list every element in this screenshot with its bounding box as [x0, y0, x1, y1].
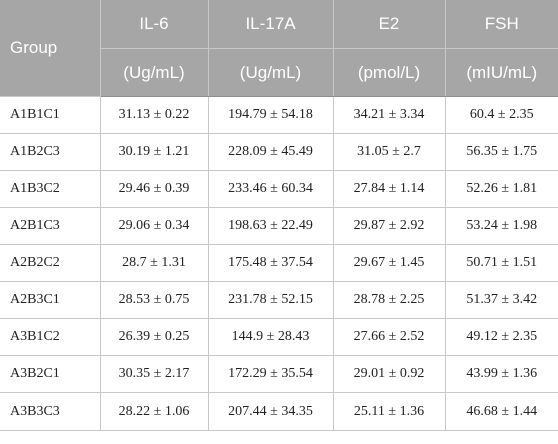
cell-il17a: 194.79 ± 54.18: [207, 96, 334, 134]
unit-il6: (Ug/mL): [100, 48, 209, 97]
cell-il6: 30.19 ± 1.21: [99, 133, 209, 171]
table-row: A1B2C3 30.19 ± 1.21 228.09 ± 45.49 31.05…: [0, 133, 558, 171]
cell-group: A1B3C2: [0, 170, 101, 208]
cell-il6: 26.39 ± 0.25: [99, 318, 209, 356]
data-table: Group IL-6 IL-17A E2 FSH (Ug/mL) (Ug/mL)…: [0, 0, 558, 431]
cell-il6: 28.22 ± 1.06: [99, 392, 209, 431]
cell-fsh: 51.37 ± 3.42: [444, 281, 558, 319]
cell-e2: 27.84 ± 1.14: [332, 170, 446, 208]
cell-e2: 29.01 ± 0.92: [332, 355, 446, 393]
table-row: A3B2C1 30.35 ± 2.17 172.29 ± 35.54 29.01…: [0, 355, 558, 393]
table-header: Group IL-6 IL-17A E2 FSH (Ug/mL) (Ug/mL)…: [0, 0, 558, 97]
unit-e2: (pmol/L): [332, 48, 446, 97]
table-body: A1B1C1 31.13 ± 0.22 194.79 ± 54.18 34.21…: [0, 96, 558, 431]
unit-il17a: (Ug/mL): [207, 48, 334, 97]
cell-il6: 29.06 ± 0.34: [99, 207, 209, 245]
cell-fsh: 46.68 ± 1.44: [444, 392, 558, 431]
header-group: Group: [0, 0, 101, 97]
cell-e2: 28.78 ± 2.25: [332, 281, 446, 319]
cell-group: A3B3C3: [0, 392, 101, 431]
cell-group: A2B2C2: [0, 244, 101, 282]
header-il17a: IL-17A: [207, 0, 334, 49]
cell-group: A1B2C3: [0, 133, 101, 171]
cell-e2: 31.05 ± 2.7: [332, 133, 446, 171]
cell-il6: 30.35 ± 2.17: [99, 355, 209, 393]
header-il6: IL-6: [99, 0, 209, 49]
table-row: A2B3C1 28.53 ± 0.75 231.78 ± 52.15 28.78…: [0, 281, 558, 319]
cell-il17a: 172.29 ± 35.54: [207, 355, 334, 393]
cell-group: A3B2C1: [0, 355, 101, 393]
header-row-units: (Ug/mL) (Ug/mL) (pmol/L) (mIU/mL): [0, 48, 558, 97]
cell-group: A3B1C2: [0, 318, 101, 356]
cell-il17a: 231.78 ± 52.15: [207, 281, 334, 319]
cell-il17a: 233.46 ± 60.34: [207, 170, 334, 208]
cell-il6: 28.7 ± 1.31: [99, 244, 209, 282]
cell-e2: 29.87 ± 2.92: [332, 207, 446, 245]
cell-group: A1B1C1: [0, 96, 101, 134]
cell-il6: 29.46 ± 0.39: [99, 170, 209, 208]
cell-il17a: 175.48 ± 37.54: [207, 244, 334, 282]
cell-fsh: 49.12 ± 2.35: [444, 318, 558, 356]
cell-il17a: 228.09 ± 45.49: [207, 133, 334, 171]
table-row: A2B2C2 28.7 ± 1.31 175.48 ± 37.54 29.67 …: [0, 244, 558, 282]
cell-fsh: 53.24 ± 1.98: [444, 207, 558, 245]
cell-e2: 25.11 ± 1.36: [332, 392, 446, 431]
table-row: A1B1C1 31.13 ± 0.22 194.79 ± 54.18 34.21…: [0, 96, 558, 134]
unit-fsh: (mIU/mL): [444, 48, 558, 97]
cell-il6: 28.53 ± 0.75: [99, 281, 209, 319]
cell-e2: 27.66 ± 2.52: [332, 318, 446, 356]
cell-fsh: 60.4 ± 2.35: [444, 96, 558, 134]
cell-fsh: 52.26 ± 1.81: [444, 170, 558, 208]
cell-group: A2B3C1: [0, 281, 101, 319]
header-fsh: FSH: [444, 0, 558, 49]
table-row: A1B3C2 29.46 ± 0.39 233.46 ± 60.34 27.84…: [0, 170, 558, 208]
header-e2: E2: [332, 0, 446, 49]
cell-il17a: 144.9 ± 28.43: [207, 318, 334, 356]
cell-il6: 31.13 ± 0.22: [99, 96, 209, 134]
cell-e2: 29.67 ± 1.45: [332, 244, 446, 282]
cell-fsh: 50.71 ± 1.51: [444, 244, 558, 282]
cell-il17a: 198.63 ± 22.49: [207, 207, 334, 245]
table-row: A3B3C3 28.22 ± 1.06 207.44 ± 34.35 25.11…: [0, 392, 558, 431]
table-row: A2B1C3 29.06 ± 0.34 198.63 ± 22.49 29.87…: [0, 207, 558, 245]
header-row-names: Group IL-6 IL-17A E2 FSH: [0, 0, 558, 97]
table-row: A3B1C2 26.39 ± 0.25 144.9 ± 28.43 27.66 …: [0, 318, 558, 356]
cell-group: A2B1C3: [0, 207, 101, 245]
cell-fsh: 43.99 ± 1.36: [444, 355, 558, 393]
cell-il17a: 207.44 ± 34.35: [207, 392, 334, 431]
cell-e2: 34.21 ± 3.34: [332, 96, 446, 134]
cell-fsh: 56.35 ± 1.75: [444, 133, 558, 171]
